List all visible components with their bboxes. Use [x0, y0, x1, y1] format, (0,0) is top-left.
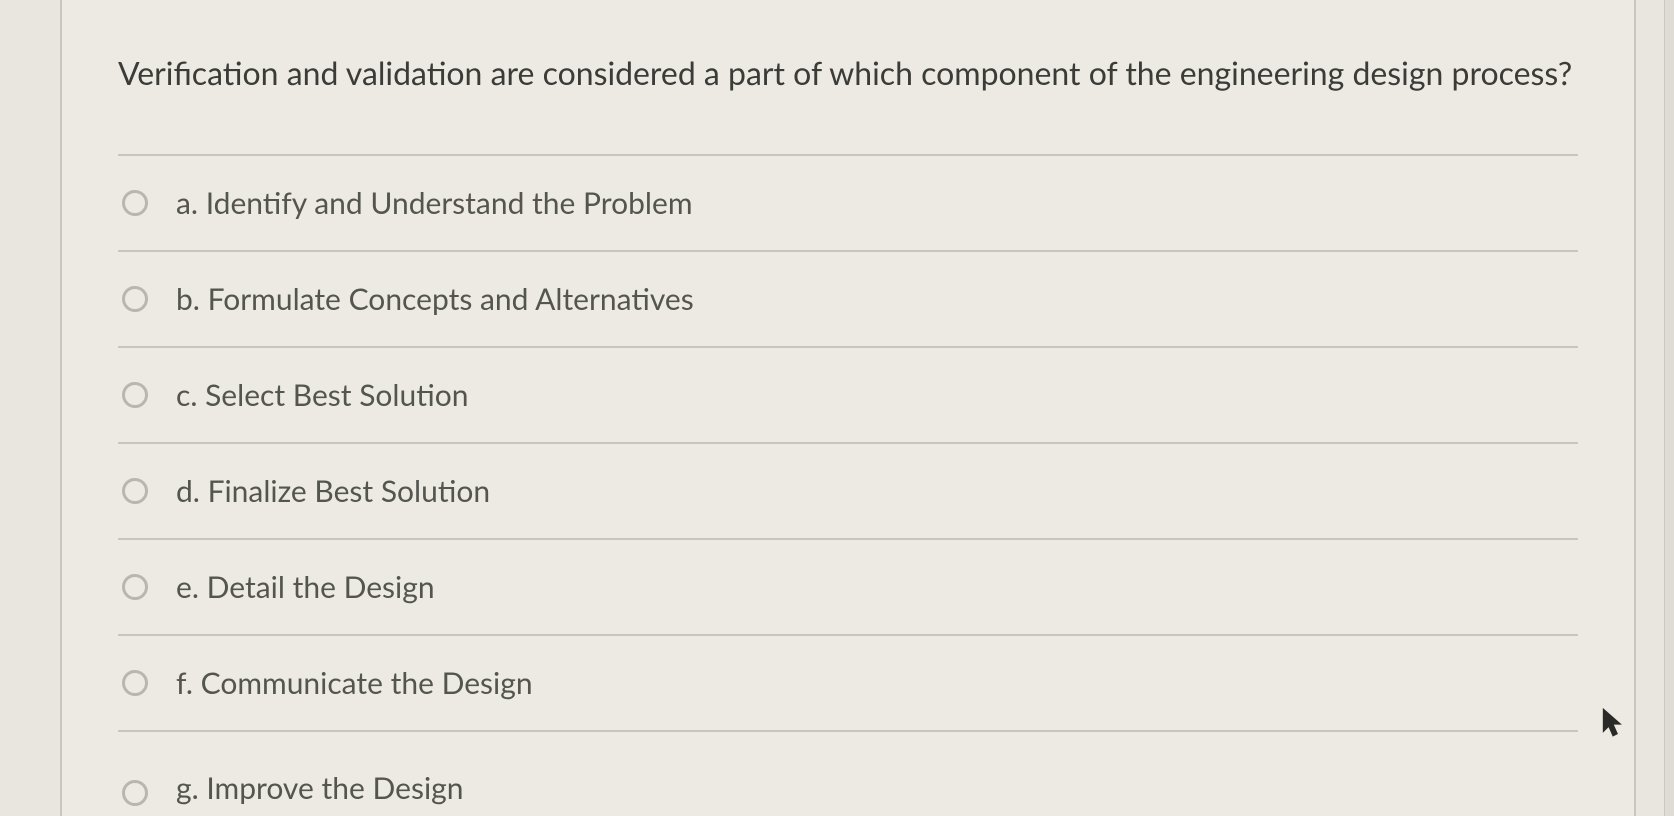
radio-icon[interactable] [122, 478, 148, 504]
radio-icon[interactable] [122, 670, 148, 696]
option-a[interactable]: a. Identify and Understand the Problem [118, 156, 1578, 252]
question-text: Verification and validation are consider… [118, 48, 1578, 98]
option-label: f. Communicate the Design [176, 665, 533, 701]
radio-icon[interactable] [122, 286, 148, 312]
option-label: b. Formulate Concepts and Alternatives [176, 281, 694, 317]
option-e[interactable]: e. Detail the Design [118, 540, 1578, 636]
question-card: Verification and validation are consider… [60, 0, 1636, 816]
option-d[interactable]: d. Finalize Best Solution [118, 444, 1578, 540]
option-label: e. Detail the Design [176, 569, 435, 605]
radio-icon[interactable] [122, 382, 148, 408]
option-f[interactable]: f. Communicate the Design [118, 636, 1578, 732]
option-b[interactable]: b. Formulate Concepts and Alternatives [118, 252, 1578, 348]
option-label: c. Select Best Solution [176, 377, 468, 413]
option-label: g. Improve the Design [176, 770, 464, 806]
options-list: a. Identify and Understand the Problem b… [118, 154, 1578, 808]
radio-icon[interactable] [122, 190, 148, 216]
option-g[interactable]: g. Improve the Design [118, 732, 1578, 808]
radio-icon[interactable] [122, 574, 148, 600]
radio-icon[interactable] [122, 780, 148, 806]
right-scrollbar-gutter [1664, 0, 1674, 816]
option-label: d. Finalize Best Solution [176, 473, 490, 509]
option-label: a. Identify and Understand the Problem [176, 185, 693, 221]
option-c[interactable]: c. Select Best Solution [118, 348, 1578, 444]
